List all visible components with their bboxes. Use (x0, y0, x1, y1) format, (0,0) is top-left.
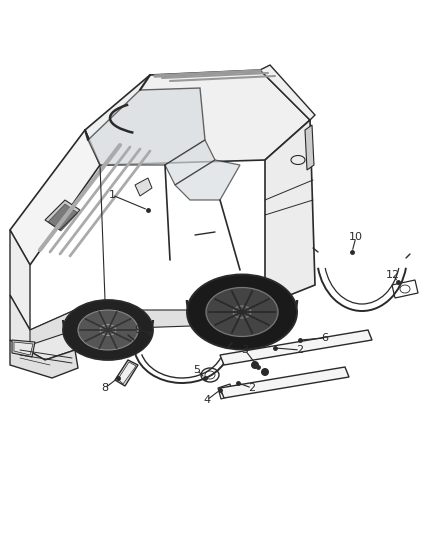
Polygon shape (48, 204, 78, 231)
Circle shape (251, 361, 259, 369)
Polygon shape (220, 367, 349, 398)
Ellipse shape (63, 300, 153, 360)
Text: 6: 6 (321, 333, 328, 343)
Text: 4: 4 (203, 395, 211, 405)
Polygon shape (118, 362, 136, 384)
Text: 3: 3 (241, 345, 248, 355)
Polygon shape (10, 230, 30, 330)
Text: 2: 2 (297, 345, 304, 355)
Polygon shape (12, 340, 35, 357)
Text: 5: 5 (194, 365, 201, 375)
Ellipse shape (100, 325, 116, 335)
Text: 2: 2 (248, 383, 255, 393)
Polygon shape (85, 70, 310, 165)
Polygon shape (305, 125, 314, 170)
Polygon shape (88, 88, 205, 165)
Polygon shape (260, 65, 315, 120)
Polygon shape (175, 160, 240, 200)
Text: 1: 1 (109, 190, 116, 200)
Text: 12: 12 (386, 270, 400, 280)
Polygon shape (220, 330, 372, 365)
Polygon shape (115, 360, 138, 386)
Polygon shape (10, 295, 75, 360)
Text: 10: 10 (349, 232, 363, 242)
Ellipse shape (233, 306, 251, 318)
Ellipse shape (206, 287, 278, 336)
Polygon shape (135, 178, 152, 196)
Ellipse shape (78, 310, 138, 350)
Polygon shape (45, 200, 80, 230)
Polygon shape (30, 290, 265, 345)
Text: 8: 8 (102, 383, 109, 393)
Polygon shape (10, 340, 78, 378)
Polygon shape (10, 130, 100, 265)
Polygon shape (14, 342, 33, 355)
Polygon shape (165, 140, 215, 185)
Ellipse shape (187, 274, 297, 350)
Circle shape (261, 368, 269, 376)
Text: 9: 9 (134, 325, 141, 335)
Polygon shape (265, 120, 315, 305)
